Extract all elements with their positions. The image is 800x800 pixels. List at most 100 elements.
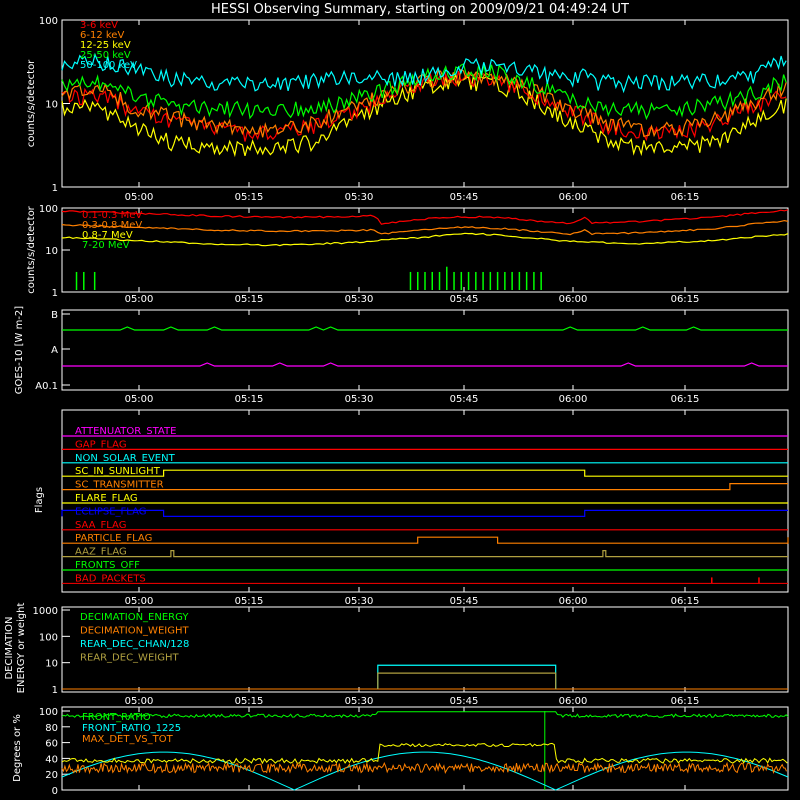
x-tick-label: 05:30 <box>345 596 374 607</box>
y-tick-label: B <box>51 310 58 321</box>
flag-line <box>62 550 788 558</box>
x-tick-label: 05:00 <box>125 696 154 707</box>
panels: 05:00 05:15 05:30 05:45 06:00 06:15110100coun… <box>4 16 789 797</box>
y-tick-label: 100 <box>39 204 58 215</box>
front-ratio-line <box>61 711 789 719</box>
legend-entry: 0.1-0.3 MeV <box>82 210 142 221</box>
x-tick-label: 05:00 <box>125 294 154 305</box>
x-tick-label: 05:00 <box>125 394 154 405</box>
max-det-vs-tot-line <box>61 761 787 775</box>
panel-frame <box>61 309 789 391</box>
legend-entry: REAR_DEC_WEIGHT <box>80 653 179 664</box>
legend-entry: 7-20 MeV <box>82 240 130 251</box>
x-tick-label: 05:45 <box>450 294 479 305</box>
x-tick-label: 05:45 <box>450 192 479 203</box>
y-tick-label: 100 <box>39 16 58 27</box>
x-tick-label: 05:45 <box>450 696 479 707</box>
panel-frame <box>61 19 789 188</box>
x-tick-label: 05:30 <box>345 192 374 203</box>
hi-energy-series-line <box>61 232 789 247</box>
hi-energy-series-line <box>61 209 789 225</box>
x-tick-label: 06:15 <box>671 696 700 707</box>
x-tick-label: 05:00 <box>125 192 154 203</box>
flag-label: ECLIPSE_FLAG <box>75 506 146 517</box>
x-tick-label: 05:30 <box>345 394 374 405</box>
hi-energy-series-line <box>61 219 789 236</box>
y-tick-label: 1 <box>52 183 58 194</box>
y-tick-label: A <box>51 345 58 356</box>
y-tick-label: 60 <box>45 739 58 750</box>
x-tick-label: 06:00 <box>559 294 588 305</box>
legend-entry: REAR_DEC_CHAN/128 <box>80 639 189 650</box>
flag-label: SC_TRANSMITTER <box>75 480 164 491</box>
y-axis-label: Degrees or % <box>12 714 23 782</box>
flag-label: BAD_PACKETS <box>75 573 146 584</box>
legend-entry: FRONT_RATIO <box>82 712 151 723</box>
y-tick-label: 80 <box>45 723 58 734</box>
y-tick-label: 0 <box>52 786 58 797</box>
legend-entry: 0.8-7 MeV <box>82 230 133 241</box>
energy-series-line <box>61 73 787 158</box>
y-tick-label: 1 <box>52 685 58 696</box>
y-tick-label: 1 <box>52 288 58 299</box>
panel-frame <box>61 409 789 593</box>
y-tick-label: 20 <box>45 770 58 781</box>
front-ratio-1225-line <box>61 751 789 791</box>
y-tick-label: A0.1 <box>35 381 58 392</box>
legend-entry: MAX_DET_VS_TOT <box>82 734 174 745</box>
legend-entry: 12-25 keV <box>80 40 131 51</box>
x-tick-label: 06:00 <box>559 394 588 405</box>
x-tick-label: 05:15 <box>235 596 264 607</box>
yellow-ratio-line <box>61 742 788 765</box>
y-tick-label: 10 <box>45 246 58 257</box>
flag-line <box>62 469 788 477</box>
flag-label: AAZ_FLAG <box>75 547 127 558</box>
y-tick-label: 40 <box>45 754 58 765</box>
flag-line <box>62 483 788 491</box>
x-tick-label: 05:00 <box>125 596 154 607</box>
legend-entry: 0.3-0.8 MeV <box>82 220 142 231</box>
x-tick-label: 06:15 <box>671 294 700 305</box>
y-tick-label: 1000 <box>33 606 58 617</box>
flag-line <box>61 509 788 517</box>
x-tick-label: 06:00 <box>559 596 588 607</box>
x-tick-label: 05:30 <box>345 696 374 707</box>
legend-entry: DECIMATION_WEIGHT <box>80 626 189 637</box>
decimation-box <box>377 672 557 689</box>
x-tick-label: 06:00 <box>559 192 588 203</box>
x-tick-label: 05:15 <box>235 696 264 707</box>
flag-label: FRONTS_OFF <box>75 560 140 571</box>
y-axis-label: GOES-10 [W m-2] <box>14 306 25 394</box>
y-axis-label: counts/s/detector <box>26 205 37 293</box>
x-tick-label: 06:00 <box>559 696 588 707</box>
flag-label: PARTICLE_FLAG <box>75 533 152 544</box>
y-axis-label: Flags <box>34 487 45 513</box>
legend-entry: 25-50 keV <box>80 50 131 61</box>
panel-frame <box>61 606 789 693</box>
flag-line <box>62 536 789 544</box>
x-tick-label: 05:45 <box>450 394 479 405</box>
panel-frame <box>61 706 789 791</box>
x-tick-label: 05:45 <box>450 596 479 607</box>
y-tick-label: 100 <box>39 707 58 718</box>
flag-label: NON_SOLAR_EVENT <box>75 453 176 464</box>
y-tick-label: 100 <box>39 632 58 643</box>
legend-entry: 50-100 keV <box>80 60 137 71</box>
legend-entry: FRONT_RATIO_1225 <box>82 723 181 734</box>
flag-label: FLARE_FLAG <box>75 493 138 504</box>
y-axis-label: counts/s/detector <box>26 59 37 147</box>
x-tick-label: 05:15 <box>235 394 264 405</box>
flag-label: SAA_FLAG <box>75 520 126 531</box>
y-tick-label: 10 <box>45 100 58 111</box>
x-tick-label: 06:15 <box>671 394 700 405</box>
panel-6: 0 20 40 60 80 100 Degrees or % FRONT_RATIOFRONT… <box>12 706 789 797</box>
energy-series-line <box>61 52 787 94</box>
x-tick-label: 05:15 <box>235 294 264 305</box>
panel-3: 05:00 05:15 05:30 05:45 06:00 06:15 A0.1 A B GOES… <box>14 306 789 405</box>
panel-1: 05:00 05:15 05:30 05:45 06:00 06:15 1 10 100 coun… <box>26 16 789 203</box>
x-tick-label: 05:15 <box>235 192 264 203</box>
legend-entry: DECIMATION_ENERGY <box>80 612 189 623</box>
flag-label: ATTENUATOR_STATE <box>75 426 176 437</box>
